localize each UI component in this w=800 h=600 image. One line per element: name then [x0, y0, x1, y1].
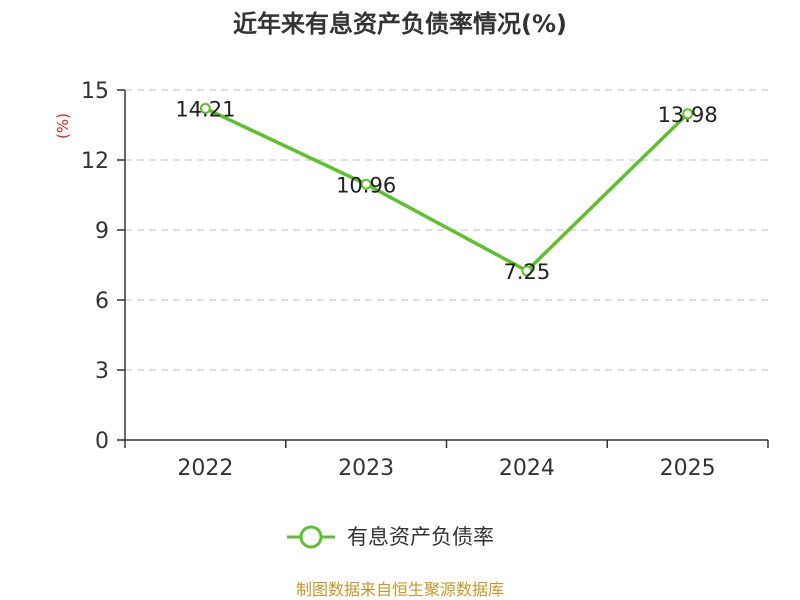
- data-labels: 14.21 10.96 7.25 13.98: [175, 97, 717, 283]
- data-label: 13.98: [658, 103, 718, 127]
- y-tick-label: 0: [95, 429, 109, 454]
- legend-marker-icon: [299, 525, 323, 549]
- y-tick-label: 12: [81, 149, 109, 174]
- grid: [125, 89, 768, 371]
- data-point[interactable]: [521, 265, 533, 277]
- x-tick-label: 2023: [338, 456, 394, 481]
- legend[interactable]: 有息资产负债率: [287, 525, 494, 549]
- series: [199, 102, 694, 277]
- y-tick-label: 9: [95, 219, 109, 244]
- data-label: 10.96: [336, 173, 396, 197]
- source-note: 制图数据来自恒生聚源数据库: [296, 580, 504, 599]
- x-tick-label: 2022: [177, 456, 233, 481]
- data-point[interactable]: [360, 178, 372, 190]
- y-tick-label: 15: [81, 79, 109, 104]
- axes: 0 3 6 9 12 15 2022 2023 2024 2025: [81, 79, 769, 481]
- y-tick-label: 3: [95, 359, 109, 384]
- chart-title: 近年来有息资产负债率情况(%): [233, 10, 567, 38]
- series-line: [204, 106, 689, 273]
- x-tick-label: 2024: [499, 456, 555, 481]
- data-label: 7.25: [503, 260, 550, 284]
- y-axis-label: (%): [54, 113, 72, 139]
- data-point[interactable]: [199, 102, 211, 114]
- legend-label: 有息资产负债率: [347, 525, 494, 549]
- data-label: 14.21: [175, 97, 235, 121]
- data-point[interactable]: [682, 108, 694, 120]
- y-tick-label: 6: [95, 289, 109, 314]
- x-tick-label: 2025: [660, 456, 716, 481]
